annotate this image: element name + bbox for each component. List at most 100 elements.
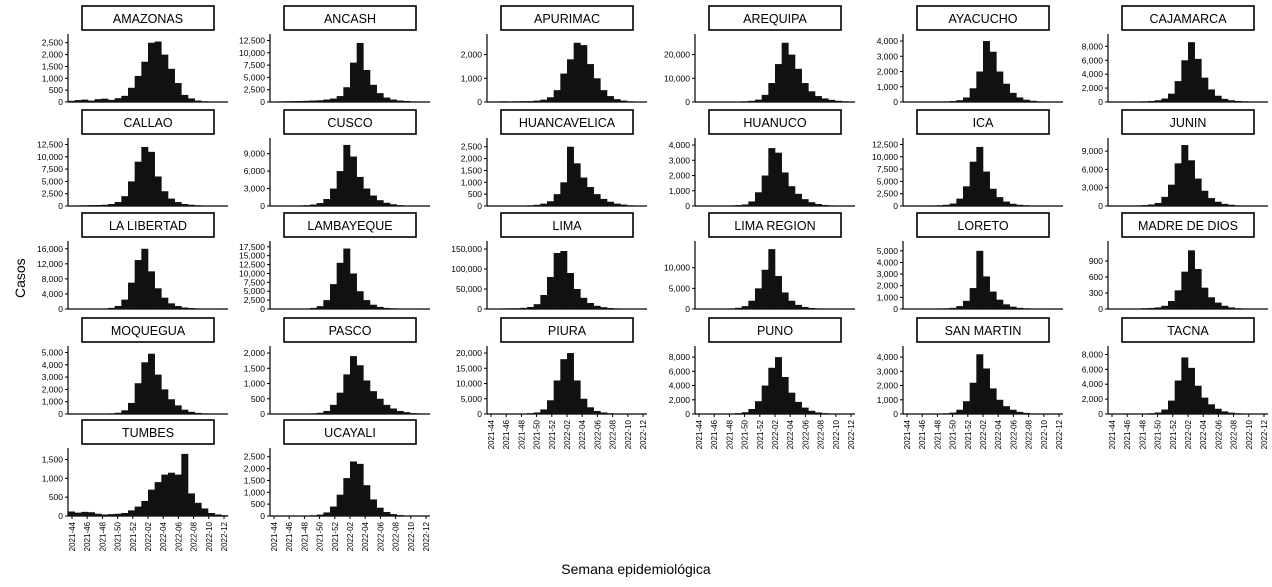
bar (175, 405, 182, 414)
bar (168, 199, 175, 206)
bar (1208, 89, 1215, 102)
bar (323, 512, 330, 516)
x-tick-label: 2022-08 (1025, 419, 1034, 449)
bar (956, 306, 963, 309)
x-tick-label: 2022-06 (1009, 419, 1018, 449)
bar (1030, 101, 1037, 102)
bar (728, 205, 735, 206)
bar (155, 176, 162, 206)
bar (175, 306, 182, 309)
x-tick-label: 2022-06 (376, 521, 385, 551)
bar (377, 307, 384, 309)
bar (775, 276, 782, 309)
bar (600, 199, 607, 206)
y-tick-label: 2,000 (461, 50, 483, 60)
bar (1228, 205, 1235, 206)
panel-title: LAMBAYEQUE (307, 219, 392, 233)
x-tick-label: 2022-12 (639, 419, 648, 449)
bar (527, 101, 534, 102)
bar (1221, 411, 1228, 414)
bar (303, 308, 310, 309)
bar (580, 399, 587, 414)
bar (560, 359, 567, 414)
x-tick-label: 2022-10 (624, 419, 633, 449)
y-tick-label: 0 (685, 304, 690, 314)
bar (410, 101, 417, 102)
bar (350, 356, 357, 414)
bar (527, 307, 534, 309)
bar (377, 399, 384, 414)
bar (188, 205, 195, 206)
bar (148, 490, 155, 516)
bar (788, 301, 795, 309)
bar (343, 249, 350, 309)
y-tick-label: 2,000 (877, 281, 899, 291)
bar (970, 383, 977, 414)
y-tick-label: 1,000 (877, 292, 899, 302)
y-tick-label: 2,000 (461, 154, 483, 164)
bar (782, 292, 789, 309)
x-tick-label: 2022-10 (407, 521, 416, 551)
bar (1195, 386, 1202, 414)
y-tick-label: 5,000 (461, 394, 483, 404)
bar (822, 413, 829, 414)
bar (950, 101, 957, 102)
y-tick-label: 1,000 (244, 487, 266, 497)
y-tick-label: 1,500 (42, 61, 64, 71)
y-tick-label: 15,000 (456, 363, 482, 373)
bar (580, 298, 587, 309)
bar (188, 98, 195, 102)
bar (1208, 297, 1215, 309)
bar (607, 308, 614, 309)
bar (417, 413, 424, 414)
bar (788, 55, 795, 102)
bar (587, 303, 594, 309)
bar (101, 99, 108, 102)
y-tick-label: 8,000 (1082, 41, 1104, 51)
bar (397, 411, 404, 414)
bar (1188, 42, 1195, 102)
y-tick-label: 4,000 (42, 289, 64, 299)
bar (762, 95, 769, 102)
y-tick-label: 4,000 (1082, 69, 1104, 79)
panel-title: LIMA REGION (734, 219, 815, 233)
y-tick-label: 0 (260, 304, 265, 314)
y-tick-label: 2,000 (244, 348, 266, 358)
bar (540, 409, 547, 414)
bar (195, 308, 202, 309)
bar (377, 93, 384, 102)
bar (215, 514, 222, 516)
bar (594, 78, 601, 102)
bar (1181, 357, 1188, 414)
bar (547, 277, 554, 309)
bar (808, 202, 815, 206)
bar (115, 413, 122, 414)
bar (161, 55, 168, 102)
bar (323, 411, 330, 414)
x-tick-label: 2022-04 (578, 419, 587, 449)
bar (748, 101, 755, 102)
bar (943, 205, 950, 206)
panel-title: UCAYALI (324, 426, 376, 440)
bar (135, 507, 142, 516)
bar (323, 199, 330, 206)
bar (554, 90, 561, 102)
y-tick-label: 0 (1098, 409, 1103, 419)
x-tick-label: 2021-44 (903, 419, 912, 449)
bar (108, 100, 115, 102)
bar (1235, 101, 1242, 102)
bar (795, 194, 802, 206)
bar (390, 100, 397, 102)
bar (357, 43, 364, 102)
y-tick-label: 3,000 (42, 372, 64, 382)
bar (317, 413, 324, 414)
bar (742, 306, 749, 309)
bar (357, 464, 364, 516)
bar (600, 90, 607, 102)
bar (600, 307, 607, 309)
x-tick-label: 2022-08 (1230, 419, 1239, 449)
bar (337, 263, 344, 309)
